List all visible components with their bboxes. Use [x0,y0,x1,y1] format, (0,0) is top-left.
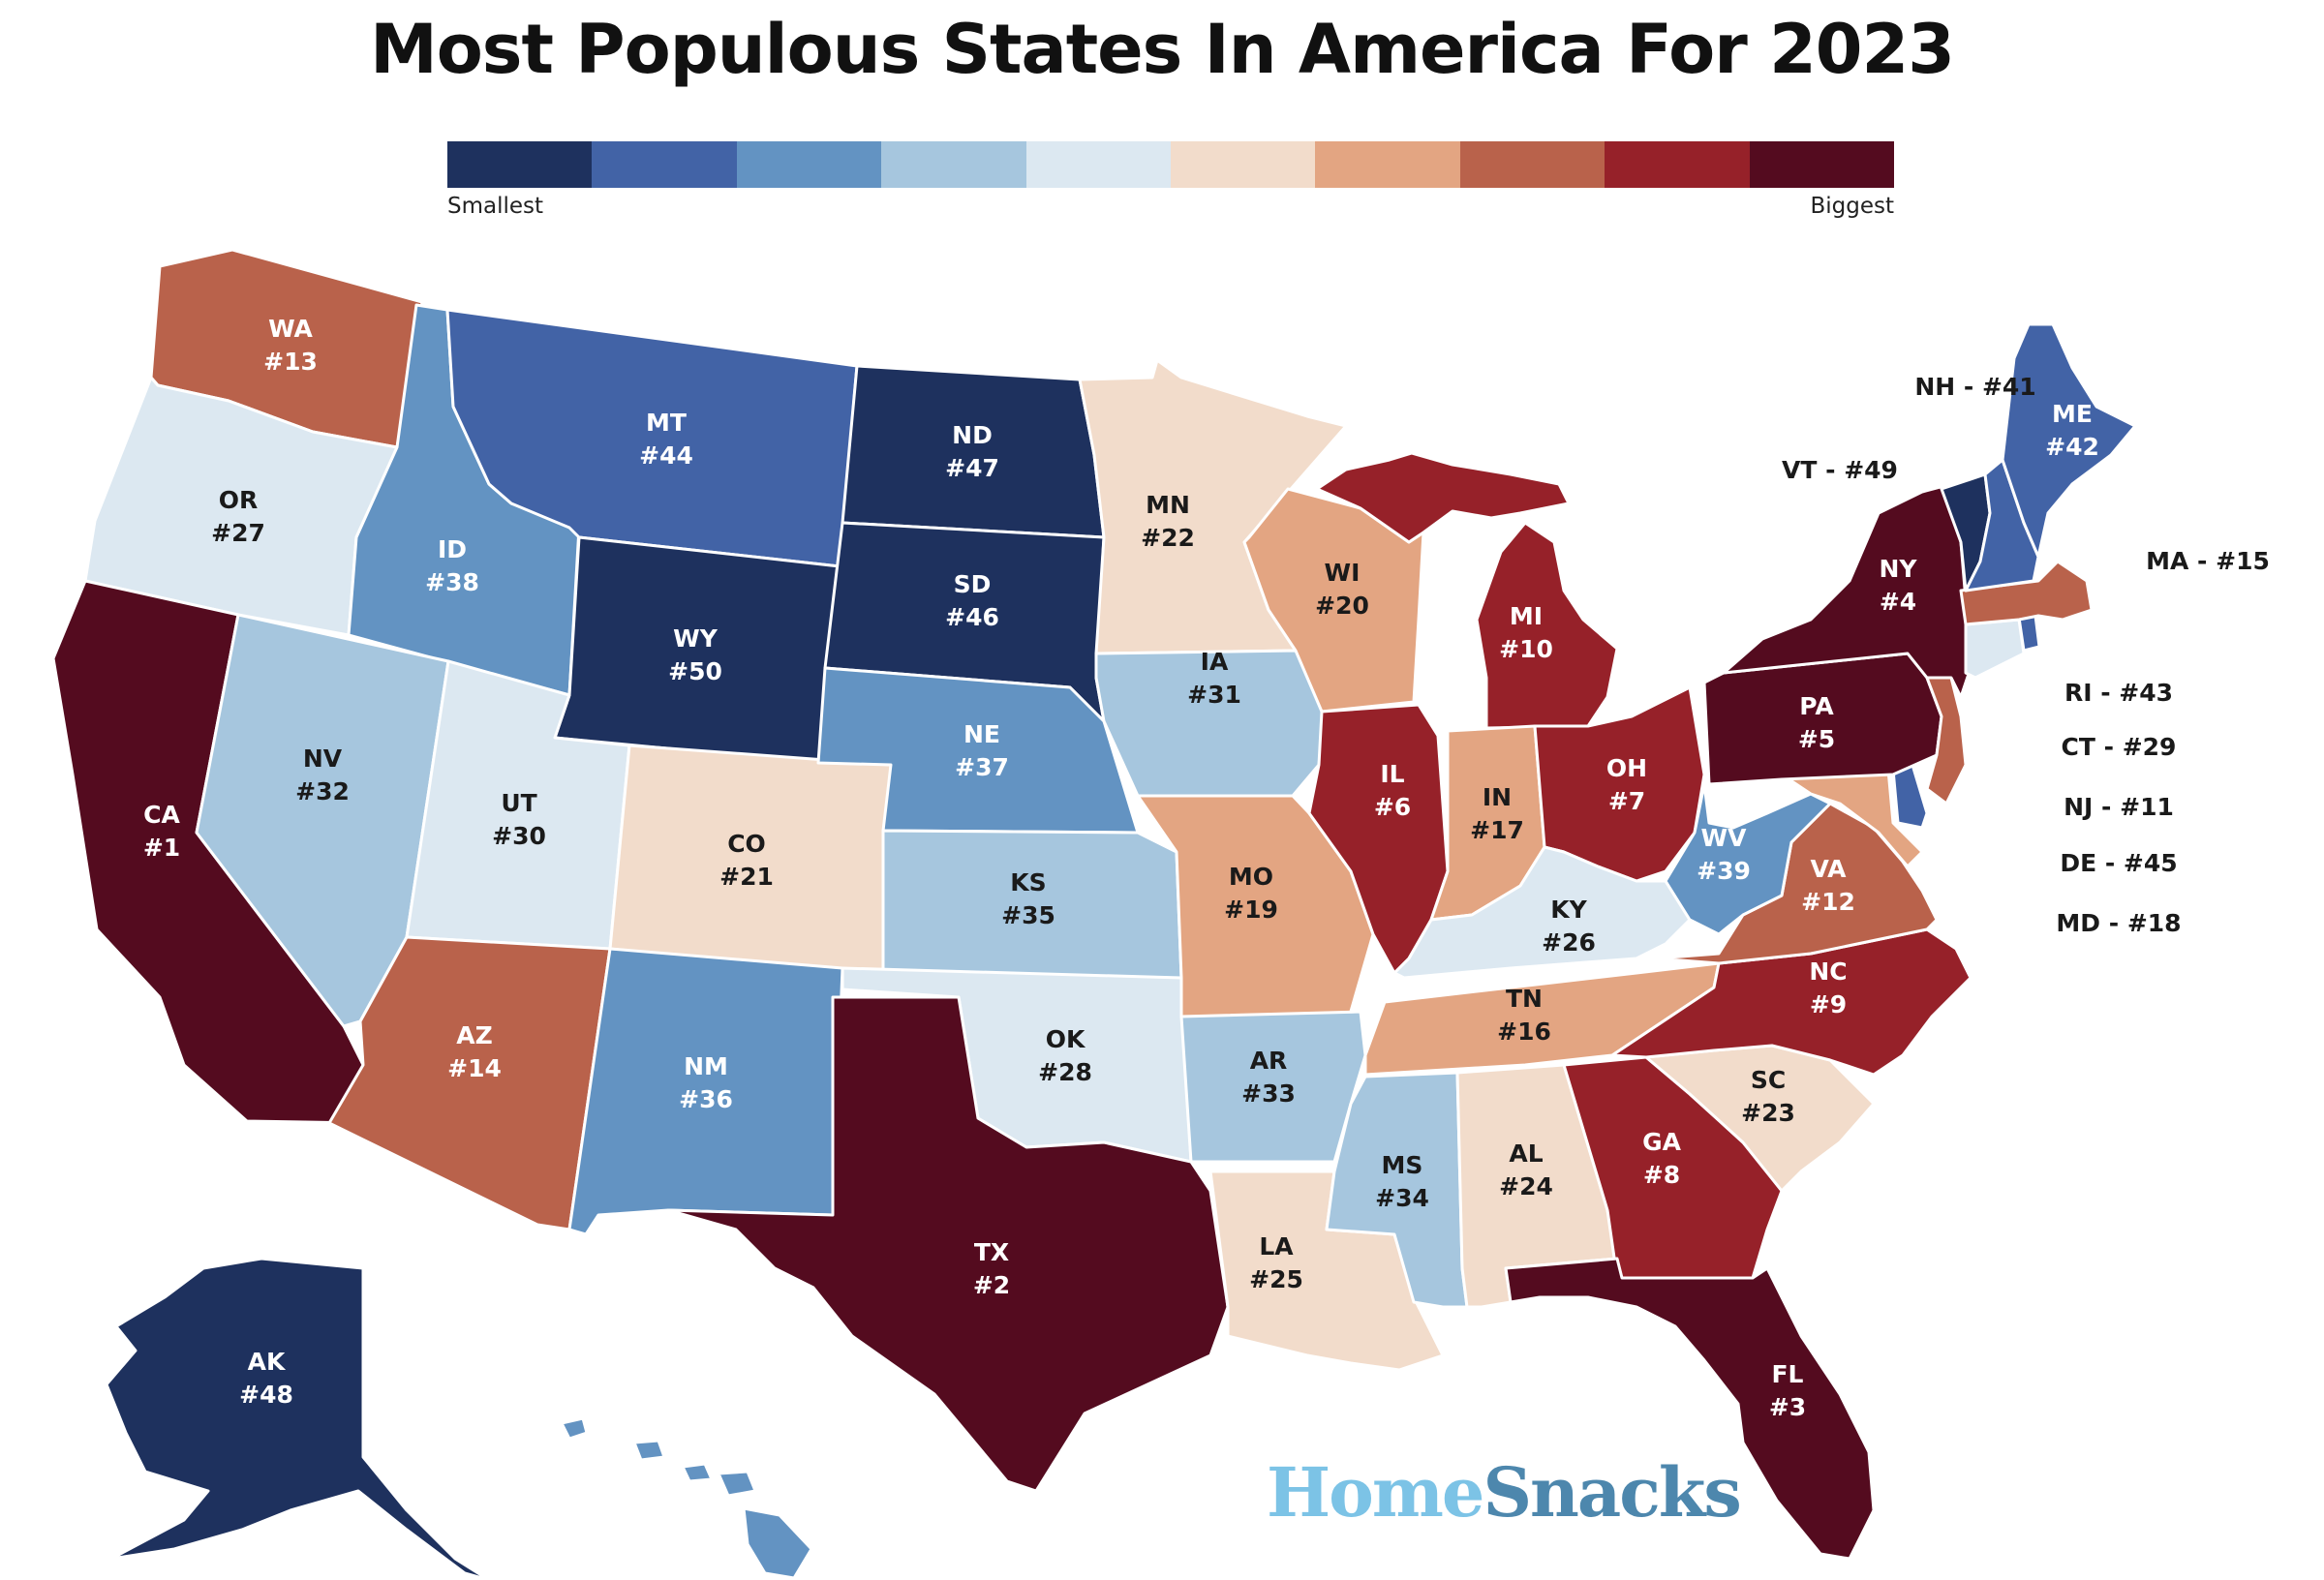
legend-swatch-1 [447,141,593,188]
state-ma[interactable] [1959,560,2094,626]
state-label-nv: NV #32 [295,744,350,805]
legend-swatch-10 [1749,141,1895,188]
state-label-ny: NY #4 [1879,555,1917,616]
state-de[interactable] [1891,763,1929,830]
state-label-nc: NC #9 [1809,957,1847,1018]
state-label-in: IN #17 [1470,783,1524,844]
state-label-ca: CA #1 [143,801,181,862]
homesnacks-logo: HomeSnacks [1267,1452,1742,1533]
state-label-wa: WA #13 [263,315,318,376]
state-nc[interactable] [1610,927,1972,1077]
legend-swatch-3 [736,141,882,188]
state-label-mi: MI #10 [1499,602,1553,663]
state-label-id: ID #38 [425,535,479,596]
page-title: Most Populous States In America For 2023 [370,10,1955,89]
state-mi[interactable] [1315,451,1619,730]
legend-swatch-6 [1171,141,1316,188]
state-hi-4[interactable] [717,1470,757,1498]
state-label-mo: MO #19 [1224,863,1278,924]
callout-nj: NJ - #11 [2064,793,2174,821]
state-nj[interactable] [1925,676,1968,805]
state-label-oh: OH #7 [1606,754,1647,815]
state-mo[interactable] [1136,794,1375,1023]
state-tx[interactable] [666,995,1230,1493]
legend-swatch-7 [1315,141,1460,188]
state-label-sc: SC #23 [1741,1066,1795,1127]
callout-de: DE - #45 [2060,849,2177,877]
state-label-fl: FL #3 [1769,1360,1806,1421]
state-label-ks: KS #35 [1001,868,1055,929]
state-label-nd: ND #47 [945,421,999,482]
state-wv[interactable] [1664,782,1832,936]
logo-snacks-text: Snacks [1483,1452,1741,1533]
state-label-wv: WV #39 [1697,824,1751,885]
state-label-sd: SD #46 [945,570,999,631]
state-label-hi: HI#40 [842,1534,897,1580]
state-label-il: IL #6 [1374,760,1411,821]
state-label-va: VA #12 [1801,855,1855,916]
state-label-wy: WY #50 [668,624,722,685]
state-label-la: LA #25 [1249,1232,1303,1293]
state-nd[interactable] [841,364,1106,539]
state-label-tn: TN #16 [1497,985,1551,1046]
state-label-ms: MS #34 [1375,1151,1429,1212]
callout-ri: RI - #43 [2064,679,2173,707]
legend-swatch-5 [1025,141,1172,188]
state-hi-1[interactable] [560,1416,589,1441]
state-hi-5[interactable] [742,1506,813,1580]
state-co[interactable] [608,744,893,980]
legend-swatch-4 [881,141,1026,188]
state-label-ak: AK #48 [239,1348,293,1409]
state-label-ar: AR #33 [1241,1047,1296,1108]
state-label-ut: UT #30 [492,789,546,850]
legend-high-label: Biggest [1810,194,1894,219]
legend-swatch-9 [1605,141,1750,188]
state-label-ia: IA #31 [1187,648,1241,709]
state-hi-2[interactable] [632,1439,666,1462]
callout-ma: MA - #15 [2146,547,2270,575]
state-label-pa: PA #5 [1798,692,1835,753]
legend-swatch-8 [1459,141,1605,188]
state-label-wi: WI #20 [1315,559,1369,620]
state-ky[interactable] [1392,845,1692,980]
state-label-me: ME #42 [2045,400,2099,461]
state-fl[interactable] [1504,1257,1876,1561]
state-wi[interactable] [1242,487,1425,714]
logo-home-text: Home [1267,1452,1484,1533]
state-label-ga: GA #8 [1642,1128,1682,1189]
state-md[interactable] [1780,768,1924,868]
state-label-al: AL #24 [1499,1139,1553,1200]
color-scale-legend [447,141,1895,188]
state-label-mt: MT #44 [639,409,693,470]
legend-swatch-2 [592,141,737,188]
callout-md: MD - #18 [2056,909,2181,937]
state-ak[interactable] [105,1257,491,1580]
state-label-ok: OK #28 [1038,1025,1092,1086]
state-ct[interactable] [1964,618,2026,680]
legend-low-label: Smallest [447,194,544,219]
state-label-az: AZ #14 [447,1021,502,1082]
state-label-ne: NE #37 [955,720,1009,781]
callout-vt: VT - #49 [1782,456,1898,484]
callout-ct: CT - #29 [2062,733,2177,761]
state-label-mn: MN #22 [1141,491,1195,552]
state-label-ky: KY #26 [1542,896,1596,957]
state-me[interactable] [2001,322,2137,559]
state-ri[interactable] [2017,614,2041,653]
state-label-co: CO #21 [719,830,774,891]
state-hi-3[interactable] [681,1462,714,1483]
callout-nh: NH - #41 [1914,373,2035,401]
state-label-nm: NM #36 [679,1052,733,1113]
state-label-or: OR #27 [211,486,265,547]
state-label-tx: TX #2 [973,1238,1010,1299]
